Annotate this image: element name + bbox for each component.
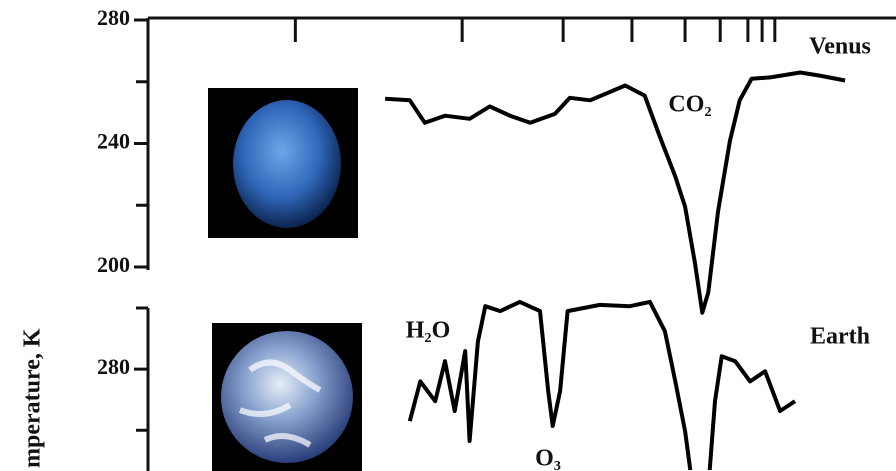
- y-tick-label: 280: [97, 5, 130, 30]
- venus-image: [208, 88, 358, 238]
- y-tick-label: 240: [97, 129, 130, 154]
- series-label: Venus: [809, 34, 871, 60]
- annotation: O₃: [535, 446, 561, 471]
- data-line: [407, 299, 797, 471]
- y-tick-label: 280: [97, 354, 130, 379]
- y-tick-label: 200: [97, 252, 130, 277]
- annotation: H₂O: [406, 318, 451, 344]
- series-label: Earth: [810, 324, 870, 350]
- earth-image: [212, 323, 362, 471]
- annotation: CO₂: [668, 92, 711, 118]
- y-axis-label: mperature, K: [20, 328, 46, 468]
- data-line: [384, 70, 846, 315]
